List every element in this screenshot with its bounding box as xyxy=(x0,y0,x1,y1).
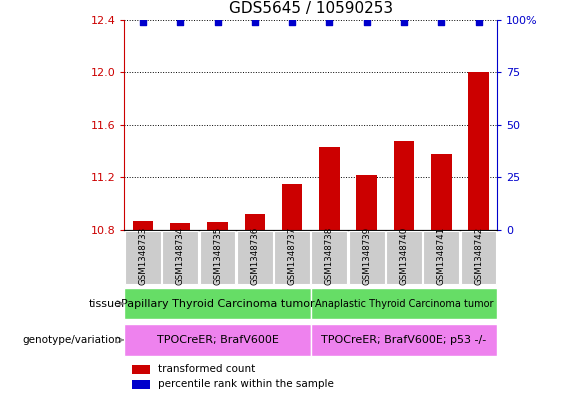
Text: Anaplastic Thyroid Carcinoma tumor: Anaplastic Thyroid Carcinoma tumor xyxy=(315,299,493,309)
Bar xyxy=(282,184,302,230)
Text: genotype/variation: genotype/variation xyxy=(23,335,121,345)
Bar xyxy=(133,221,153,230)
Bar xyxy=(274,231,310,284)
Point xyxy=(437,18,446,25)
Point xyxy=(250,18,259,25)
Text: GSM1348737: GSM1348737 xyxy=(288,227,297,285)
Point xyxy=(213,18,222,25)
Title: GDS5645 / 10590253: GDS5645 / 10590253 xyxy=(229,1,393,16)
Bar xyxy=(199,231,236,284)
Bar xyxy=(311,231,347,284)
Point xyxy=(399,18,408,25)
Bar xyxy=(132,380,150,389)
Bar xyxy=(124,288,311,319)
Text: TPOCreER; BrafV600E: TPOCreER; BrafV600E xyxy=(157,335,279,345)
Bar xyxy=(237,231,273,284)
Point xyxy=(325,18,334,25)
Text: GSM1348734: GSM1348734 xyxy=(176,227,185,285)
Bar xyxy=(460,231,497,284)
Bar xyxy=(311,288,497,319)
Bar xyxy=(162,231,198,284)
Text: TPOCreER; BrafV600E; p53 -/-: TPOCreER; BrafV600E; p53 -/- xyxy=(321,335,486,345)
Bar xyxy=(124,324,311,356)
Bar xyxy=(431,154,451,230)
Text: tissue: tissue xyxy=(89,299,121,309)
Text: GSM1348735: GSM1348735 xyxy=(213,227,222,285)
Point xyxy=(288,18,297,25)
Bar xyxy=(349,231,385,284)
Bar xyxy=(468,72,489,230)
Text: GSM1348739: GSM1348739 xyxy=(362,227,371,285)
Bar xyxy=(207,222,228,230)
Bar xyxy=(245,214,265,230)
Bar xyxy=(319,147,340,230)
Point xyxy=(474,18,483,25)
Bar xyxy=(394,141,414,230)
Point xyxy=(138,18,147,25)
Text: GSM1348738: GSM1348738 xyxy=(325,227,334,285)
Bar xyxy=(311,324,497,356)
Text: GSM1348742: GSM1348742 xyxy=(474,227,483,285)
Bar xyxy=(357,175,377,230)
Text: Papillary Thyroid Carcinoma tumor: Papillary Thyroid Carcinoma tumor xyxy=(121,299,314,309)
Text: GSM1348741: GSM1348741 xyxy=(437,227,446,285)
Point xyxy=(362,18,371,25)
Bar xyxy=(423,231,459,284)
Bar xyxy=(386,231,422,284)
Bar xyxy=(125,231,161,284)
Point xyxy=(176,18,185,25)
Text: percentile rank within the sample: percentile rank within the sample xyxy=(158,379,334,389)
Text: GSM1348736: GSM1348736 xyxy=(250,227,259,285)
Text: GSM1348740: GSM1348740 xyxy=(399,227,408,285)
Text: transformed count: transformed count xyxy=(158,364,255,375)
Bar xyxy=(170,223,190,230)
Text: GSM1348733: GSM1348733 xyxy=(138,227,147,285)
Bar xyxy=(132,365,150,374)
